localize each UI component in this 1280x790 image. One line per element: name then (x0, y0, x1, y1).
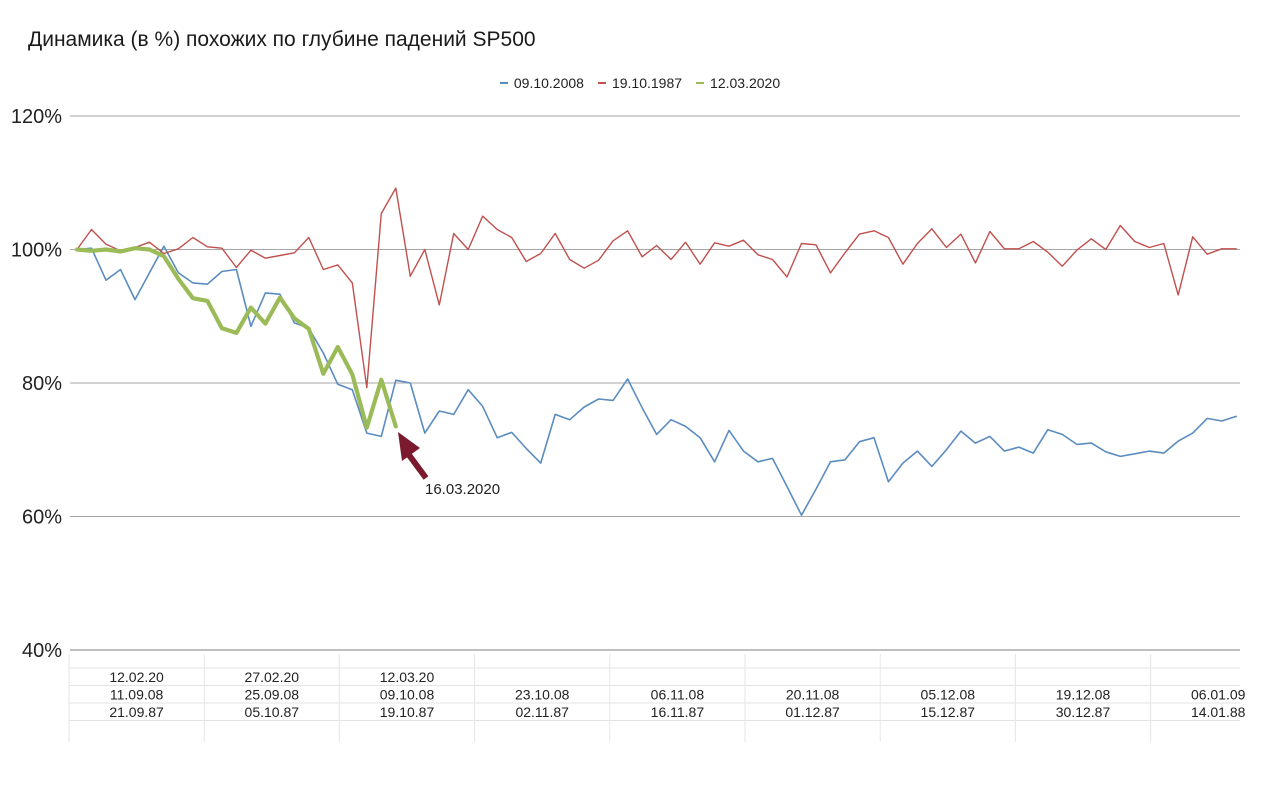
y-tick-label: 40% (22, 640, 62, 662)
date-label: 11.09.08 (110, 687, 164, 703)
date-label: 30.12.87 (1056, 704, 1111, 720)
series-line-12.03.2020 (74, 246, 398, 430)
date-label: 23.10.08 (515, 687, 570, 703)
legend-item-2008: 09.10.2008 (499, 75, 584, 91)
legend-swatch-2008 (499, 82, 508, 84)
date-label: 15.12.87 (921, 704, 976, 720)
date-label: 19.12.08 (1056, 687, 1111, 703)
y-tick-label: 100% (11, 240, 62, 262)
annotation-arrow-shaft (406, 453, 429, 480)
legend-swatch-2020 (696, 82, 705, 84)
date-label: 05.10.87 (245, 704, 300, 720)
date-label: 14.01.88 (1191, 704, 1246, 720)
date-label: 27.02.20 (245, 669, 300, 685)
series-line-09.10.2008 (76, 245, 1237, 517)
legend-label-2008: 09.10.2008 (513, 75, 584, 91)
series-line-19.10.1987 (76, 187, 1237, 389)
date-label: 12.02.20 (109, 669, 164, 685)
date-label: 06.11.08 (651, 687, 705, 703)
date-label: 02.11.87 (515, 704, 569, 720)
legend-swatch-1987 (597, 82, 606, 84)
legend-item-2020: 12.03.2020 (696, 75, 780, 91)
date-label: 20.11.08 (786, 687, 840, 703)
date-label: 09.10.08 (380, 687, 435, 703)
y-tick-label: 80% (22, 373, 62, 395)
annotation-arrow-head (398, 432, 420, 461)
date-label: 16.11.87 (651, 704, 705, 720)
annotation-label: 16.03.2020 (425, 481, 500, 498)
y-tick-label: 120% (11, 106, 62, 128)
legend-item-1987: 19.10.1987 (597, 75, 683, 91)
legend-label-2020: 12.03.2020 (710, 75, 781, 91)
chart-title: Динамика (в %) похожих по глубине падени… (28, 28, 536, 51)
legend-label-1987: 19.10.1987 (611, 75, 683, 91)
date-label: 21.09.87 (109, 704, 164, 720)
legend: 09.10.2008 19.10.1987 12.03.2020 (0, 75, 1280, 91)
date-label: 19.10.87 (380, 704, 435, 720)
date-label: 01.12.87 (785, 704, 840, 720)
date-label: 12.03.20 (380, 669, 435, 685)
date-label: 25.09.08 (245, 687, 300, 703)
y-tick-label: 60% (22, 507, 62, 529)
date-label: 06.01.09 (1191, 687, 1246, 703)
date-label: 05.12.08 (921, 687, 976, 703)
